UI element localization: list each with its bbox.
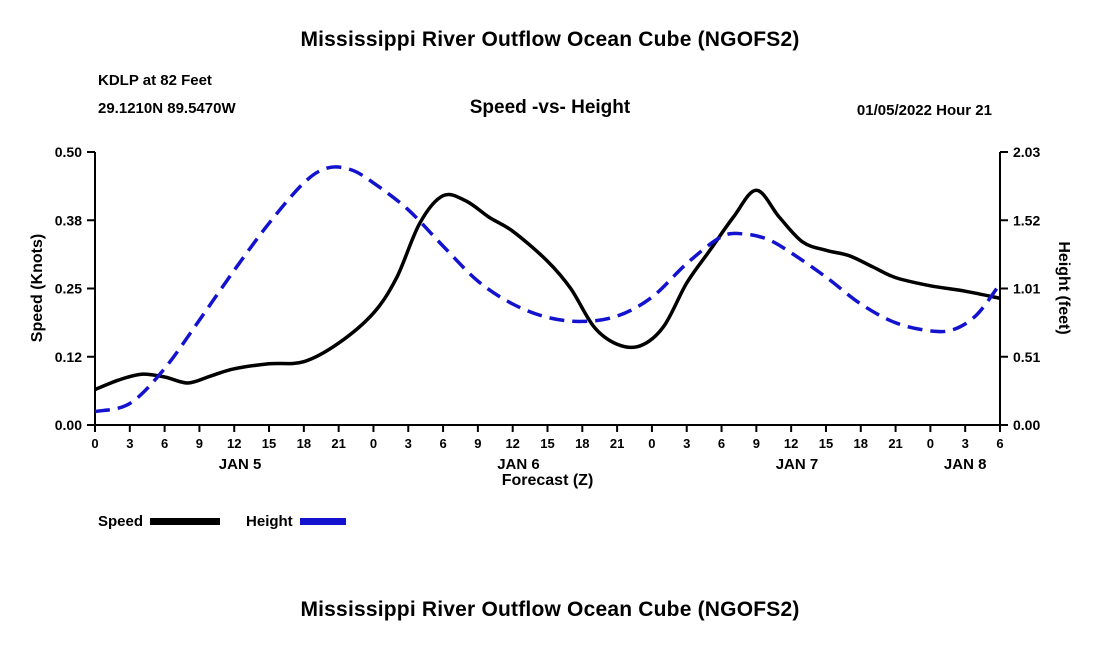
x-axis-label: Forecast (Z) — [501, 472, 594, 489]
svg-text:15: 15 — [540, 436, 554, 451]
svg-text:2.03: 2.03 — [1013, 144, 1040, 160]
svg-text:6: 6 — [718, 436, 725, 451]
svg-text:6: 6 — [439, 436, 446, 451]
svg-text:3: 3 — [962, 436, 969, 451]
svg-text:18: 18 — [575, 436, 589, 451]
coordinates-label: 29.1210N 89.5470W — [98, 100, 236, 117]
svg-text:0: 0 — [648, 436, 655, 451]
legend-height-label: Height — [246, 513, 293, 530]
chart-subtitle: Speed -vs- Height — [469, 97, 631, 118]
svg-text:JAN 7: JAN 7 — [776, 456, 819, 473]
svg-text:0.50: 0.50 — [55, 144, 82, 160]
svg-text:0.00: 0.00 — [1013, 417, 1040, 433]
svg-text:3: 3 — [405, 436, 412, 451]
svg-text:1.01: 1.01 — [1013, 281, 1040, 297]
legend-speed-label: Speed — [98, 513, 144, 530]
y-left-ticks: 0.00 0.12 0.25 0.38 0.50 — [55, 144, 95, 433]
svg-text:15: 15 — [262, 436, 276, 451]
svg-text:0.12: 0.12 — [55, 349, 82, 365]
svg-text:12: 12 — [505, 436, 519, 451]
svg-text:0.00: 0.00 — [55, 417, 82, 433]
svg-text:6: 6 — [996, 436, 1003, 451]
svg-text:3: 3 — [683, 436, 690, 451]
svg-text:1.52: 1.52 — [1013, 212, 1040, 228]
x-ticks: 0 3 6 9 12 15 18 21 0 3 6 9 12 15 18 21 0 3 6 9 12 15 18 21 0 3 6 — [91, 425, 1004, 451]
chart-top-title: Mississippi River Outflow Ocean Cube (NG… — [300, 28, 800, 51]
x-day-labels: JAN 5 JAN 6 JAN 7 JAN 8 — [219, 456, 987, 473]
y-right-ticks: 0.00 0.51 1.01 1.52 2.03 — [1000, 144, 1040, 433]
svg-text:0: 0 — [91, 436, 98, 451]
svg-text:9: 9 — [196, 436, 203, 451]
svg-text:3: 3 — [126, 436, 133, 451]
svg-text:12: 12 — [227, 436, 241, 451]
svg-text:0.51: 0.51 — [1013, 349, 1040, 365]
svg-text:JAN 6: JAN 6 — [497, 456, 540, 473]
svg-text:6: 6 — [161, 436, 168, 451]
svg-text:9: 9 — [753, 436, 760, 451]
series-lines — [94, 165, 1002, 414]
legend-height-swatch — [299, 518, 346, 525]
svg-text:JAN 8: JAN 8 — [944, 456, 987, 473]
svg-text:0: 0 — [370, 436, 377, 451]
height-line — [94, 165, 1002, 414]
svg-text:0.38: 0.38 — [55, 212, 82, 228]
chart-bottom-title: Mississippi River Outflow Ocean Cube (NG… — [300, 598, 800, 621]
datetime-label: 01/05/2022 Hour 21 — [856, 102, 992, 119]
svg-text:0: 0 — [927, 436, 934, 451]
speed-line — [94, 188, 1001, 392]
svg-text:9: 9 — [474, 436, 481, 451]
svg-text:21: 21 — [888, 436, 902, 451]
svg-text:15: 15 — [819, 436, 833, 451]
svg-text:12: 12 — [784, 436, 798, 451]
svg-text:18: 18 — [854, 436, 868, 451]
svg-text:21: 21 — [610, 436, 624, 451]
legend-speed-swatch — [150, 518, 221, 525]
svg-text:18: 18 — [297, 436, 311, 451]
station-label: KDLP at 82 Feet — [98, 72, 212, 89]
svg-text:JAN 5: JAN 5 — [219, 456, 262, 473]
svg-text:21: 21 — [331, 436, 345, 451]
legend: Speed Height — [98, 513, 372, 530]
axes — [94, 152, 1001, 426]
svg-text:0.25: 0.25 — [55, 281, 82, 297]
